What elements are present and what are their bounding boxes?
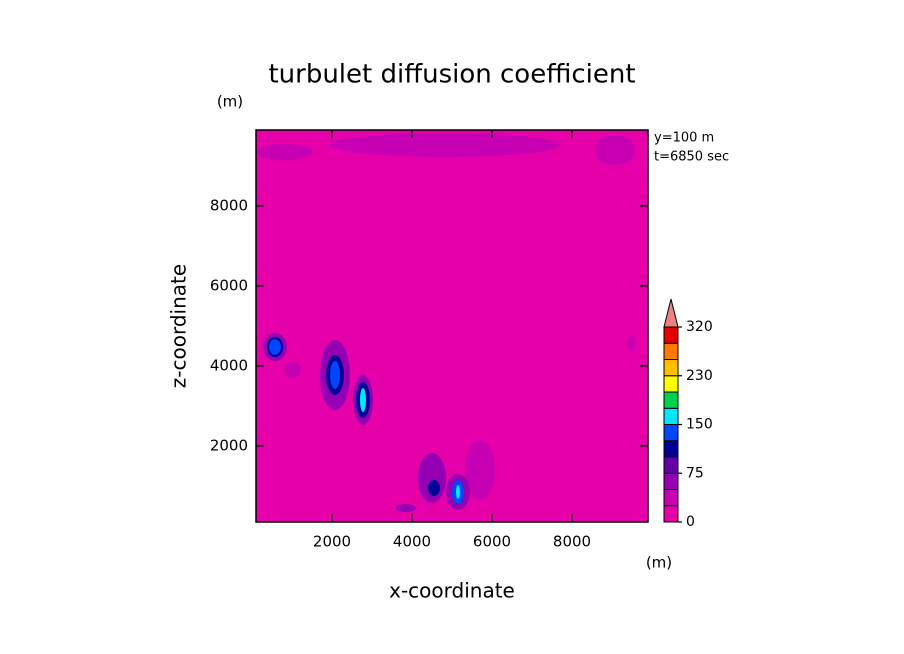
contour-region [456, 485, 460, 499]
colorbar-label: 150 [686, 417, 713, 433]
y-unit: (m) [217, 93, 243, 111]
chart-title: turbulet diffusion coefficient [268, 60, 635, 90]
annotation: t=6850 sec [654, 150, 729, 165]
y-tick-label: 4000 [210, 357, 248, 375]
colorbar-box [663, 407, 679, 425]
y-tick-label: 8000 [210, 197, 248, 215]
x-axis-label: x-coordinate [389, 579, 515, 603]
plot-background [256, 130, 648, 522]
colorbar-box [663, 505, 679, 523]
colorbar-label: 230 [686, 368, 713, 384]
colorbar-box [663, 472, 679, 490]
x-tick-label: 2000 [313, 533, 351, 551]
y-tick-label: 2000 [210, 437, 248, 455]
contour-region [360, 388, 366, 412]
contour-region [396, 504, 416, 512]
contour-region [269, 339, 281, 355]
colorbar-box [663, 342, 679, 360]
colorbar-box [663, 359, 679, 377]
colorbar-label: 75 [686, 465, 704, 481]
colorbar-box [663, 489, 679, 507]
contour-region [595, 135, 635, 165]
y-axis-label: z-coordinate [167, 264, 191, 388]
colorbar-box [663, 424, 679, 442]
colorbar-box [663, 326, 679, 344]
contour-region [428, 480, 440, 496]
colorbar-label: 320 [686, 319, 713, 335]
contour-region [627, 335, 635, 351]
contour-region [465, 440, 495, 500]
y-tick-label: 6000 [210, 277, 248, 295]
contour-region [285, 362, 301, 378]
annotation: y=100 m [654, 131, 714, 146]
colorbar-box [663, 440, 679, 458]
contour-layer [257, 133, 635, 512]
colorbar-box [663, 375, 679, 393]
contour-region [330, 361, 340, 389]
contour-region [330, 133, 560, 157]
colorbar-over [663, 298, 679, 328]
colorbar-label: 0 [686, 514, 695, 530]
contour-region [257, 144, 313, 160]
colorbar-box [663, 391, 679, 409]
plot-frame [255, 129, 649, 523]
x-tick-label: 8000 [553, 533, 591, 551]
colorbar-box [663, 456, 679, 474]
x-unit: (m) [646, 554, 672, 572]
x-tick-label: 4000 [393, 533, 431, 551]
x-tick-label: 6000 [473, 533, 511, 551]
